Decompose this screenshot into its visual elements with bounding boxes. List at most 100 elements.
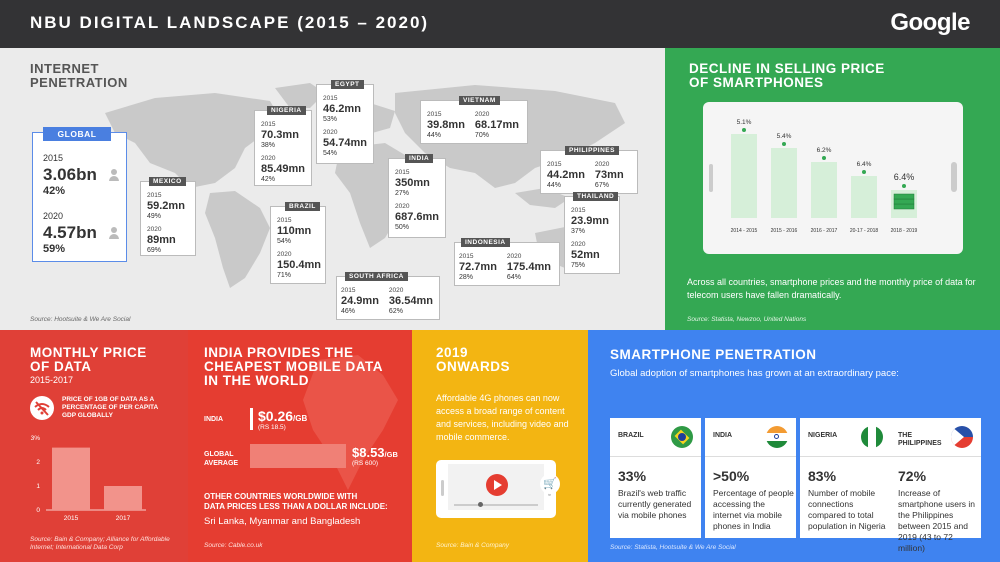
india-price-value: $0.26/GB: [258, 408, 308, 424]
monthly-bar: [52, 447, 90, 510]
play-icon: [486, 474, 508, 496]
mexico-card: MEXICO 2015 59.2mn 49% 2020 89mn 69%: [140, 177, 196, 256]
monthly-price-panel: MONTHLY PRICE OF DATA 2015-2017 PRICE OF…: [0, 330, 188, 562]
onwards-title: 2019 ONWARDS: [436, 345, 510, 374]
monthly-desc: PRICE OF 1GB OF DATA AS A PERCENTAGE OF …: [62, 396, 158, 419]
india-title: INDIA PROVIDES THE CHEAPEST MOBILE DATA …: [204, 345, 384, 388]
nigeria-card: NIGERIA 2015 70.3mn 38% 2020 85.49mn 42%: [254, 106, 312, 186]
monthly-source: Source: Bain & Company; Alliance for Aff…: [30, 536, 170, 551]
country-card-nigeria: NIGERIA 83% Number of mobile connections…: [800, 418, 891, 538]
global-year-2015: 2015: [43, 153, 64, 163]
brazil-flag-icon: [671, 426, 693, 448]
monthly-bar: [104, 486, 142, 510]
person-icon: [109, 227, 119, 239]
monthly-tick-label: 3%: [31, 435, 41, 442]
global-value-2020: 4.57bn: [43, 223, 97, 242]
decline-bar: [811, 162, 837, 218]
decline-bar: [771, 148, 797, 218]
decline-bar: [851, 176, 877, 218]
decline-data-label: 6.4%: [857, 161, 872, 168]
nigeria-flag-icon: [861, 426, 883, 448]
phone-video: [436, 460, 556, 518]
video-screen: [448, 464, 544, 510]
google-logo: Google: [890, 9, 970, 36]
monthly-tick-label: 0: [36, 507, 40, 514]
decline-category-label: 2015 - 2016: [771, 228, 798, 234]
egypt-card: EGYPT 2015 46.2mn 53% 2020 54.74mn 54%: [316, 80, 374, 164]
monthly-chart: 3% 2 1 0 2015 2017: [31, 435, 146, 522]
india-price-bar: [250, 408, 253, 430]
global-price-bar: [250, 444, 346, 468]
philippines-flag-icon: [951, 426, 973, 448]
page-title: NBU DIGITAL LANDSCAPE (2015 – 2020): [30, 13, 430, 32]
internet-source: Source: Hootsuite & We Are Social: [30, 316, 131, 323]
india-flag-icon: [766, 426, 788, 448]
decline-data-label: 6.2%: [817, 147, 832, 154]
header-bar: NBU DIGITAL LANDSCAPE (2015 – 2020) Goog…: [0, 0, 1000, 48]
decline-category-label: 2014 - 2015: [731, 228, 758, 234]
decline-bar: [731, 134, 757, 218]
vietnam-card: VIETNAM 2015 39.8mn 44% 2020 68.17mn 70%: [420, 96, 528, 144]
other-countries-list: Sri Lanka, Myanmar and Bangladesh: [204, 516, 361, 527]
onwards-panel: 2019 ONWARDS Affordable 4G phones can no…: [412, 330, 588, 562]
philippines-card: PHILIPPINES 2015 44.2mn 44% 2020 73mn 67%: [540, 146, 638, 194]
india-cheapest-panel: INDIA PROVIDES THE CHEAPEST MOBILE DATA …: [188, 330, 412, 562]
smartphone-penetration-panel: SMARTPHONE PENETRATION Global adoption o…: [588, 330, 1000, 562]
money-icon: [893, 203, 915, 210]
global-card: GLOBAL 2015 3.06bn 42% 2020 4.57bn 59%: [32, 127, 127, 262]
smartphone-source: Source: Statista, Hootsuite & We Are Soc…: [610, 544, 736, 551]
decline-category-label: 2016 - 2017: [811, 228, 838, 234]
global-label: GLOBAL: [43, 127, 111, 141]
country-card-india: INDIA >50% Percentage of people accessin…: [705, 418, 796, 538]
india-card: INDIA 2015 350mn 27% 2020 687.6mn 50%: [388, 154, 446, 238]
monthly-tick-label: 1: [36, 483, 40, 490]
other-countries-heading: OTHER COUNTRIES WORLDWIDE WITH DATA PRIC…: [204, 492, 388, 511]
global-pct-2015: 42%: [43, 185, 66, 197]
india-price-rs: (RS 18.5): [258, 424, 286, 431]
country-card-philippines: THE PHILIPPINES 72% Increase of smartpho…: [890, 418, 981, 553]
decline-category-label: 20-17 - 2018: [850, 228, 879, 234]
onwards-desc: Affordable 4G phones can now access a br…: [436, 393, 569, 442]
money-icon: [893, 193, 915, 200]
internet-title: INTERNET PENETRATION: [30, 61, 128, 90]
indonesia-card: INDONESIA 2015 72.7mn 28% 2020 175.4mn 64%: [454, 238, 560, 286]
decline-point: [742, 128, 746, 132]
decline-desc: Across all countries, smartphone prices …: [687, 277, 976, 300]
monthly-tick-label: 2: [36, 459, 40, 466]
decline-category-label: 2018 - 2019: [891, 228, 918, 234]
smartphone-title: SMARTPHONE PENETRATION: [610, 347, 817, 362]
global-price-rs: (RS 600): [352, 460, 379, 467]
south-africa-card: SOUTH AFRICA 2015 24.9mn 46% 2020 36.54mn 62…: [336, 272, 440, 320]
internet-penetration-panel: INTERNET PENETRATION GLOBAL 2015 3.06bn …: [0, 48, 665, 330]
decline-price-panel: DECLINE IN SELLING PRICE OF SMARTPHONES …: [665, 48, 1000, 330]
decline-chart: 5.1% 2014 - 2015 5.4% 2015 - 2016 6.2% 2016 -…: [731, 119, 918, 234]
global-average-label: GLOBAL AVERAGE: [204, 451, 239, 467]
monthly-category-label: 2017: [116, 515, 131, 522]
decline-title: DECLINE IN SELLING PRICE OF SMARTPHONES: [689, 61, 885, 90]
monthly-title: MONTHLY PRICE OF DATA: [30, 345, 147, 374]
decline-point: [862, 170, 866, 174]
brazil-card: BRAZIL 2015 110mn 54% 2020 150.4mn 71%: [270, 202, 326, 284]
global-value-2015: 3.06bn: [43, 165, 97, 184]
decline-data-label: 5.1%: [737, 119, 752, 126]
india-source: Source: Cable.co.uk: [204, 542, 263, 549]
monthly-category-label: 2015: [64, 515, 79, 522]
country-card-brazil: BRAZIL 33% Brazil's web traffic currentl…: [610, 418, 701, 538]
monthly-sub: 2015-2017: [30, 375, 74, 385]
decline-point: [902, 184, 906, 188]
cart-icon: 🛒: [540, 474, 560, 494]
decline-data-label: 5.4%: [777, 133, 792, 140]
decline-data-label: 6.4%: [894, 172, 915, 182]
thailand-card: THAILAND 2015 23.9mn 37% 2020 52mn 75%: [564, 192, 620, 274]
decline-source: Source: Statista, Newzoo, United Nations: [687, 316, 807, 323]
global-pct-2020: 59%: [43, 243, 66, 255]
phone-frame: 5.1% 2014 - 2015 5.4% 2015 - 2016 6.2% 2016 -…: [703, 102, 963, 254]
smartphone-sub: Global adoption of smartphones has grown…: [610, 368, 899, 379]
global-price-value: $8.53/GB: [352, 445, 398, 460]
onwards-source: Source: Bain & Company: [436, 542, 509, 549]
decline-point: [782, 142, 786, 146]
india-map-silhouette: [303, 355, 398, 490]
money-icon: [893, 198, 915, 205]
no-wifi-icon: [30, 396, 54, 420]
global-year-2020: 2020: [43, 211, 64, 221]
